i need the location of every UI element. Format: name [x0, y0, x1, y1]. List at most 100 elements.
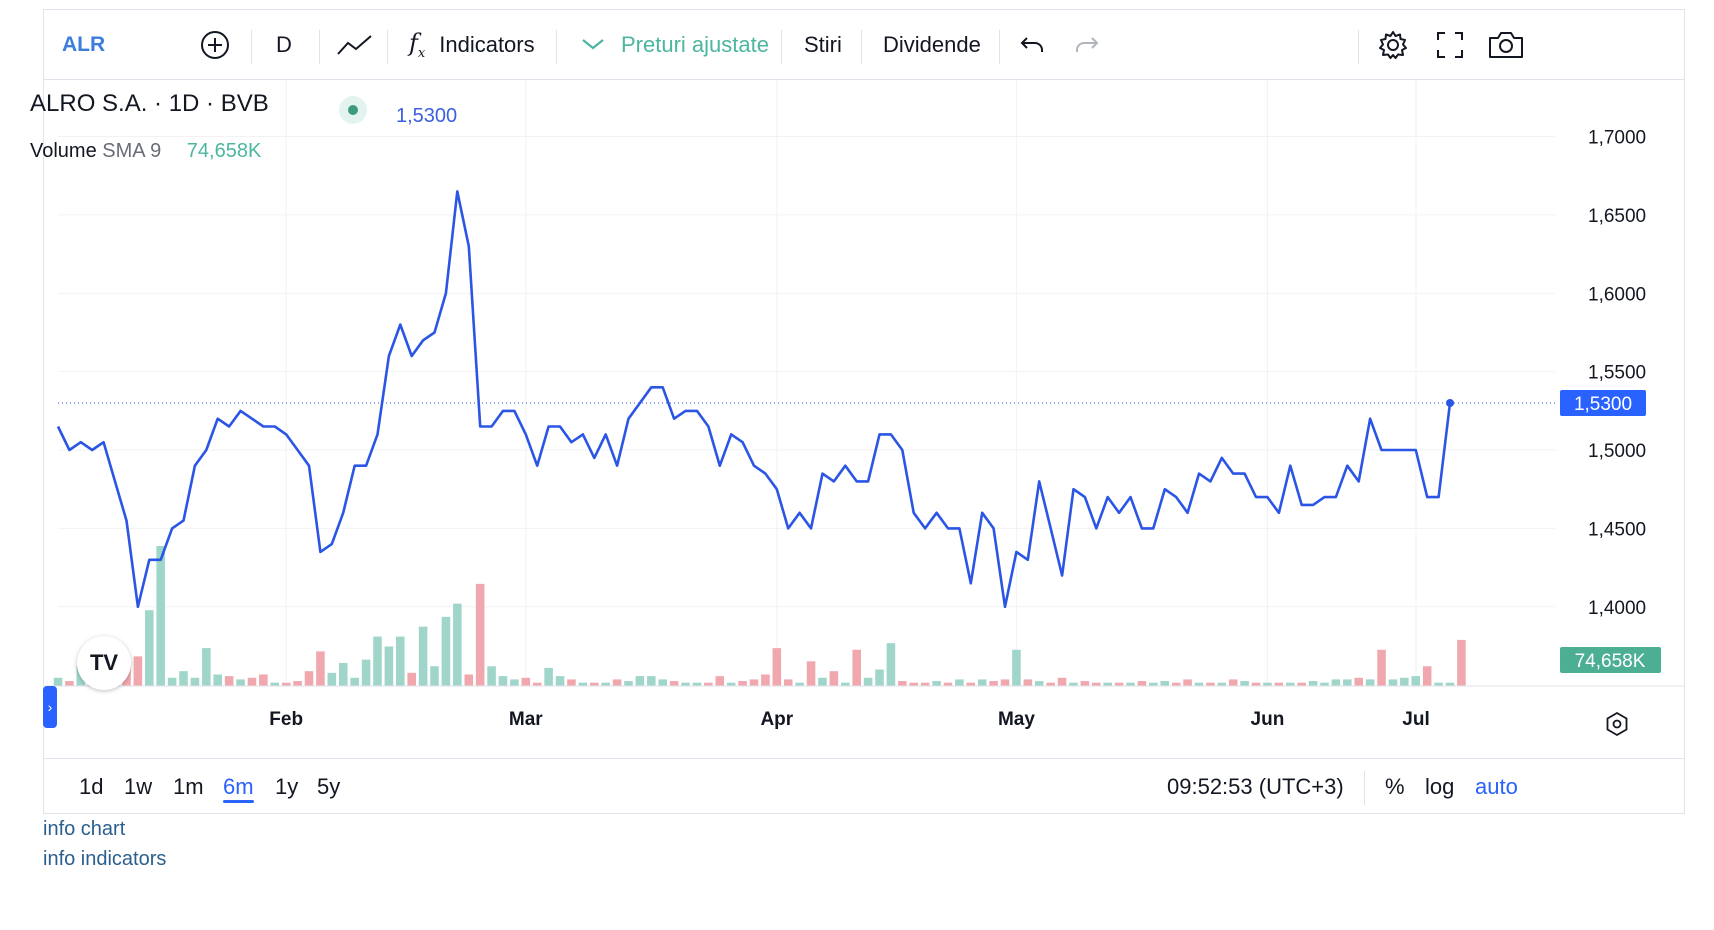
expand-panel-button[interactable]: › — [43, 686, 57, 728]
volume-bar — [966, 682, 976, 686]
clock[interactable]: 09:52:53 (UTC+3) — [1167, 774, 1344, 799]
last-volume-label: 74,658K — [1575, 651, 1646, 672]
camera-icon[interactable] — [1488, 10, 1524, 80]
volume-bar — [977, 679, 987, 686]
volume-bar — [1137, 681, 1147, 686]
volume-bar — [704, 682, 713, 686]
range-1d[interactable]: 1d — [79, 774, 104, 799]
volume-bar — [464, 674, 474, 686]
adjusted-prices-button[interactable]: Preturi ajustate — [581, 10, 769, 80]
volume-bar — [1251, 682, 1261, 686]
volume-bar — [726, 682, 736, 686]
last-volume-label-bg — [1560, 647, 1661, 673]
volume-bar — [829, 671, 839, 686]
volume-bar — [1012, 649, 1021, 686]
volume-bar — [1457, 639, 1466, 686]
volume-bar — [133, 656, 143, 686]
volume-bar — [1000, 679, 1010, 686]
auto-scale-toggle[interactable]: auto — [1475, 774, 1518, 799]
volume-bar — [281, 682, 291, 686]
symbol-search[interactable]: ALR — [62, 33, 106, 56]
volume-bar — [1445, 682, 1455, 686]
last-price-label: 1,5300 — [1574, 394, 1632, 415]
volume-bar — [658, 679, 667, 686]
volume-bar — [384, 646, 394, 686]
x-tick-label: May — [998, 709, 1035, 730]
log-scale-toggle[interactable]: log — [1425, 774, 1455, 799]
volume-bar — [989, 681, 998, 686]
settings-icon[interactable] — [1377, 10, 1409, 80]
news-button[interactable]: Stiri — [804, 32, 842, 57]
x-tick-label: Jul — [1402, 709, 1429, 730]
range-1m[interactable]: 1m — [173, 774, 204, 799]
volume-bar — [1400, 677, 1409, 686]
redo-icon[interactable] — [1074, 10, 1100, 80]
volume-bar — [1263, 682, 1272, 686]
volume-bar — [1377, 649, 1386, 686]
y-tick-label: 1,6500 — [1588, 206, 1646, 227]
volume-bar — [270, 682, 280, 686]
range-5y[interactable]: 5y — [317, 774, 341, 799]
volume-bar — [304, 671, 314, 686]
axis-settings-hex — [1606, 711, 1628, 737]
volume-bar — [498, 676, 508, 686]
volume-bar — [635, 676, 645, 686]
volume-bar — [316, 651, 325, 686]
volume-bar — [1034, 681, 1044, 686]
volume-bar — [932, 681, 941, 686]
check-icon — [581, 32, 605, 58]
last-price-point — [1446, 399, 1454, 408]
volume-bar — [1160, 681, 1170, 686]
tradingview-logo[interactable]: TV — [77, 636, 131, 690]
info-indicators-link[interactable]: info indicators — [43, 848, 167, 870]
volume-bar — [1320, 682, 1329, 686]
chart-legend-title: ALRO S.A. · 1D · BVB — [30, 90, 269, 118]
adjusted-prices-label: Preturi ajustate — [621, 32, 769, 57]
volume-bar — [1228, 679, 1238, 686]
last-price-label-bg — [1560, 390, 1646, 417]
y-tick-label: 1,5500 — [1588, 363, 1646, 384]
volume-bar — [1183, 679, 1192, 686]
undo-icon[interactable] — [1019, 10, 1045, 80]
volume-bar — [190, 677, 200, 686]
volume-bar — [955, 679, 964, 686]
chart-type-line-icon[interactable] — [336, 10, 374, 80]
axis-settings-dot — [1612, 719, 1622, 729]
indicators-button[interactable]: fx Indicators — [409, 10, 535, 80]
dividends-button[interactable]: Dividende — [883, 32, 981, 57]
range-6m[interactable]: 6m — [223, 759, 254, 815]
volume-bar — [475, 583, 485, 686]
volume-bar — [841, 682, 850, 686]
x-tick-label: Apr — [760, 709, 793, 730]
volume-bar — [1217, 682, 1227, 686]
axis-settings-icon — [1606, 711, 1628, 737]
volume-bar — [1240, 681, 1249, 686]
volume-bar — [1434, 682, 1443, 686]
interval-selector[interactable]: D — [276, 32, 292, 57]
compare-add-icon[interactable] — [199, 10, 231, 80]
volume-bar — [1080, 681, 1090, 686]
volume-bar — [943, 682, 953, 686]
volume-bar — [1149, 682, 1158, 686]
price-line — [56, 190, 1452, 609]
range-1w[interactable]: 1w — [124, 774, 153, 799]
percent-scale-toggle[interactable]: % — [1385, 774, 1405, 799]
volume-bar — [1308, 681, 1318, 686]
volume-bar — [259, 674, 268, 686]
volume-bar — [1343, 679, 1352, 686]
fullscreen-icon[interactable] — [1436, 10, 1464, 80]
info-chart-link[interactable]: info chart — [43, 818, 126, 840]
volume-bar — [783, 679, 793, 686]
market-status-icon[interactable] — [339, 96, 367, 124]
volume-bar — [1365, 679, 1375, 686]
range-1y[interactable]: 1y — [275, 774, 299, 799]
y-tick-label: 1,4500 — [1588, 519, 1646, 540]
volume-bar — [1057, 677, 1067, 686]
volume-bar — [555, 676, 565, 686]
y-tick-label: 1,7000 — [1588, 128, 1646, 149]
volume-bar — [1274, 682, 1284, 686]
volume-bar — [898, 681, 907, 686]
volume-bar — [145, 610, 154, 686]
indicators-label: Indicators — [439, 32, 535, 57]
